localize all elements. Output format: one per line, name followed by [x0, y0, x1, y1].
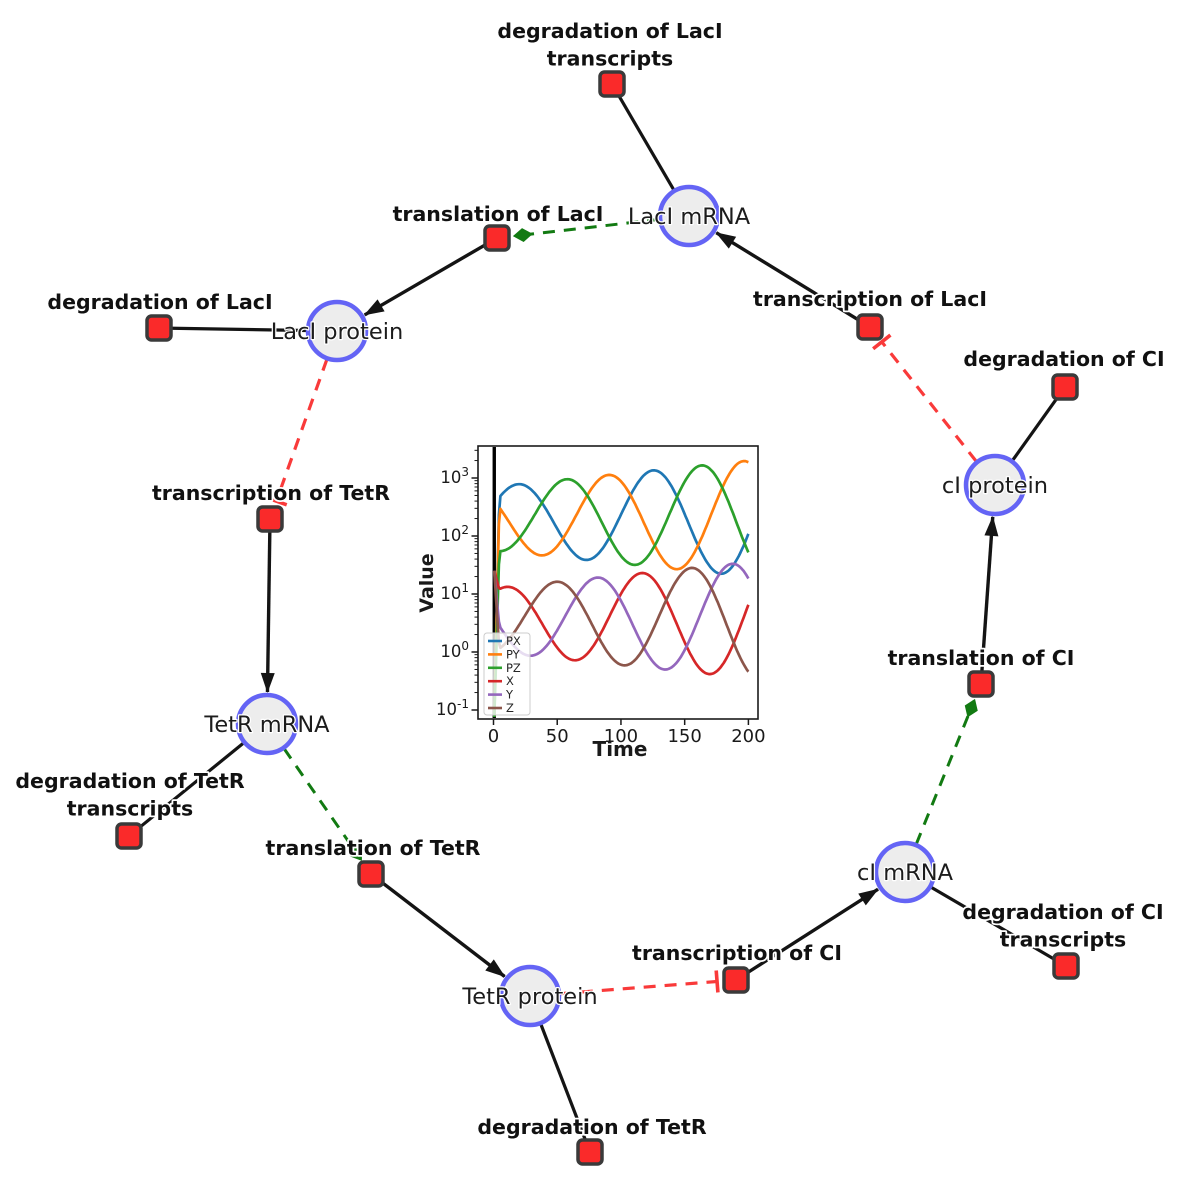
edge-catalysis-cI_mRNA-to-translation_cI [914, 698, 978, 845]
edge-consumption-lacI_protein-to-deg_lacI [171, 326, 308, 333]
reaction-nodes-layer [115, 70, 1080, 1166]
x-tick-label-0: 0 [488, 726, 499, 747]
edge-production-transcription_cI-to-cI_mRNA [746, 887, 879, 975]
y-tick-label-1e0: 100 [440, 639, 469, 661]
species-nodes-layer [235, 184, 1027, 1028]
edge-production-transcription_lacI-to-lacI_mRNA [715, 231, 860, 322]
inset-chart: 0 50 100 150 20010-1100101102103TimeValuePXP… [416, 445, 766, 761]
reaction-label-translation_tetR: translation of TetR [266, 836, 481, 860]
labels-layer: degradation of LacI transcripts translatio… [14, 17, 1167, 1141]
reaction-node-translation_lacI[interactable] [483, 224, 511, 252]
series-line-PX [492, 468, 750, 718]
reaction-label-transcription_tetR: transcription of TetR [152, 481, 390, 505]
species-node-tetR_mRNA[interactable] [235, 692, 299, 756]
species-node-cI_mRNA[interactable] [873, 840, 937, 904]
species-node-cI_protein[interactable] [963, 453, 1027, 517]
reaction-label-deg_cI_tx: degradation of CI transcripts [962, 900, 1163, 952]
x-tick-label-100: 100 [604, 726, 638, 747]
reaction-node-transcription_lacI[interactable] [856, 313, 884, 341]
reaction-label-transcription_lacI: transcription of LacI [753, 287, 987, 311]
reaction-node-translation_cI[interactable] [967, 670, 995, 698]
reaction-node-deg_lacI[interactable] [145, 314, 173, 342]
reaction-node-translation_tetR[interactable] [357, 860, 385, 888]
series-line-X [492, 570, 750, 676]
legend-label-PX: PX [506, 634, 521, 648]
reaction-label-translation_cI: translation of CI [888, 646, 1075, 670]
species-node-lacI_mRNA[interactable] [657, 184, 721, 248]
edge-consumption-tetR_protein-to-deg_tetR [539, 1023, 587, 1141]
edges-layer [138, 94, 1059, 1141]
species-label-tetR_mRNA: TetR mRNA [203, 712, 330, 738]
edge-production-translation_lacI-to-lacI_protein [363, 243, 487, 317]
series-line-PY [492, 459, 750, 718]
edge-consumption-cI_mRNA-to-deg_cI_tx [930, 885, 1056, 961]
edge-production-translation_tetR-to-tetR_protein [380, 880, 506, 978]
reaction-label-deg_tetR_tx: degradation of TetR transcripts [15, 769, 244, 821]
edge-production-transcription_tetR-to-tetR_mRNA [260, 531, 275, 694]
species-node-tetR_protein[interactable] [498, 964, 562, 1028]
species-label-lacI_mRNA: LacI mRNA [628, 204, 751, 230]
reaction-node-transcription_tetR[interactable] [256, 505, 284, 533]
reaction-label-transcription_cI: transcription of CI [632, 941, 842, 965]
y-tick-label-1e3: 103 [440, 465, 469, 487]
y-tick-label-1e-1: 10-1 [436, 697, 469, 719]
reaction-node-transcription_cI[interactable] [722, 966, 750, 994]
series-line-Y [492, 562, 750, 671]
reaction-label-deg_lacI: degradation of LacI [47, 290, 272, 314]
species-label-cI_protein: cI protein [942, 473, 1048, 499]
legend-label-Y: Y [505, 688, 514, 702]
plot-area [492, 447, 750, 718]
reaction-label-deg_tetR: degradation of TetR [477, 1115, 706, 1139]
x-tick-label-200: 200 [731, 726, 765, 747]
series-line-Z [492, 566, 750, 673]
reaction-node-deg_tetR[interactable] [576, 1138, 604, 1166]
x-tick-label-150: 150 [667, 726, 701, 747]
edge-inhibition-cI_protein-to-transcription_lacI [872, 333, 978, 463]
series-line-PZ [492, 464, 750, 718]
legend-label-PZ: PZ [506, 661, 521, 675]
species-label-lacI_protein: LacI protein [271, 319, 403, 345]
edge-catalysis-tetR_mRNA-to-translation_tetR [282, 747, 362, 861]
edge-consumption-tetR_mRNA-to-deg_tetR_tx [138, 741, 245, 830]
reaction-label-translation_lacI: translation of LacI [393, 202, 604, 226]
y-tick-label-1e2: 102 [440, 523, 469, 545]
reaction-label-deg_cI: degradation of CI [963, 347, 1164, 371]
species-node-lacI_protein[interactable] [305, 299, 369, 363]
reaction-label-deg_lacI_tx: degradation of LacI transcripts [497, 19, 722, 71]
species-label-cI_mRNA: cI mRNA [857, 860, 954, 886]
edge-catalysis-lacI_mRNA-to-translation_lacI [512, 217, 660, 242]
edge-consumption-cI_protein-to-deg_cI [1011, 396, 1059, 462]
x-axis-label: Time [593, 737, 648, 761]
legend-label-Z: Z [506, 701, 514, 715]
edge-consumption-lacI_mRNA-to-deg_lacI_tx [617, 94, 676, 191]
edge-inhibition-lacI_protein-to-transcription_tetR [265, 358, 329, 507]
y-tick-label-1e1: 101 [440, 581, 469, 603]
reaction-node-deg_lacI_tx[interactable] [598, 70, 626, 98]
legend-label-PY: PY [506, 647, 521, 661]
reaction-node-deg_tetR_tx[interactable] [115, 822, 143, 850]
edge-inhibition-tetR_protein-to-transcription_cI [559, 970, 720, 996]
axes-frame [477, 445, 759, 720]
reaction-node-deg_cI[interactable] [1051, 373, 1079, 401]
y-axis-label: Value [416, 553, 438, 612]
edge-production-translation_cI-to-cI_protein [980, 515, 999, 672]
legend-label-X: X [506, 674, 514, 688]
species-label-tetR_protein: TetR protein [461, 984, 597, 1010]
x-tick-label-50: 50 [546, 726, 569, 747]
reaction-node-deg_cI_tx[interactable] [1052, 952, 1080, 980]
